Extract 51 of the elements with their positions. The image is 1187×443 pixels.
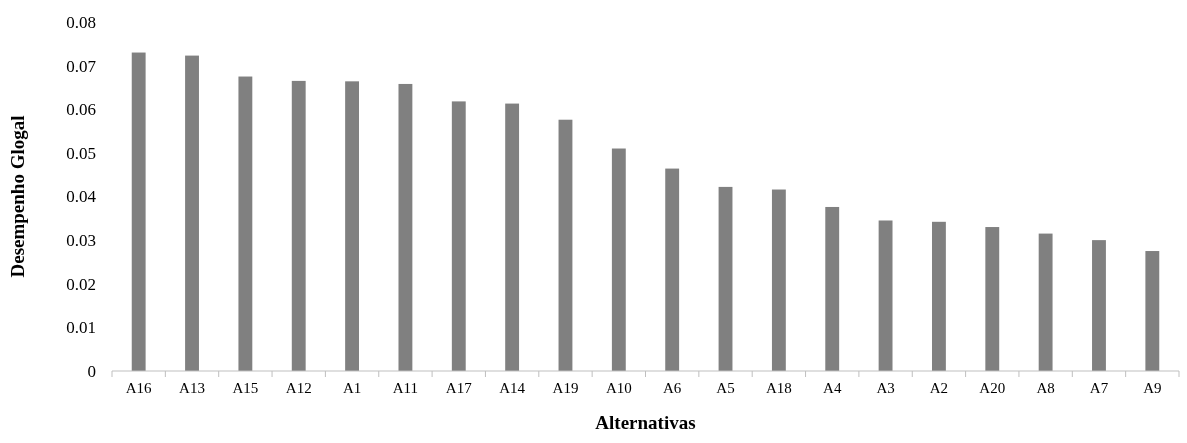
bar — [131, 52, 146, 371]
x-tick-label: A9 — [1143, 380, 1162, 396]
bar — [345, 81, 360, 371]
x-tick-label: A13 — [179, 380, 205, 396]
y-tick-label: 0.01 — [66, 318, 96, 338]
bar — [291, 80, 306, 371]
x-tick-label: A18 — [765, 380, 792, 396]
x-tick-label: A11 — [392, 380, 419, 396]
x-tick-label: A14 — [499, 380, 526, 396]
bar — [451, 101, 466, 371]
x-tick-label: A8 — [1036, 380, 1055, 396]
x-tick-label: A10 — [605, 380, 632, 396]
bar — [718, 186, 733, 371]
x-tick-label: A20 — [979, 380, 1006, 396]
bar — [825, 206, 840, 371]
x-tick-label: A7 — [1089, 380, 1109, 396]
y-tick-label: 0.04 — [66, 187, 97, 207]
bar — [771, 189, 786, 371]
x-tick-label: A17 — [445, 380, 473, 396]
x-tick-label: A4 — [823, 380, 842, 396]
bar — [878, 220, 893, 371]
y-tick-label: 0.06 — [66, 100, 96, 120]
x-tick-label: A19 — [552, 380, 579, 396]
bar — [1145, 251, 1160, 371]
x-tick-label: A15 — [232, 380, 259, 396]
y-tick-label: 0.08 — [66, 12, 96, 32]
x-tick-label: A6 — [663, 380, 682, 396]
y-tick-label: 0.02 — [66, 274, 96, 294]
y-tick-label: 0.03 — [66, 231, 96, 251]
bar — [665, 168, 680, 371]
bar — [185, 55, 199, 371]
bar — [985, 227, 1000, 371]
bar — [398, 83, 413, 371]
bar — [611, 148, 626, 371]
bar — [238, 76, 253, 371]
y-tick-label: 0 — [87, 361, 96, 381]
y-tick-label: 0.07 — [66, 56, 97, 76]
x-tick-label: A1 — [342, 380, 362, 396]
y-axis-title: Desempenho Glogal — [7, 115, 28, 278]
bar — [1092, 240, 1106, 371]
x-axis-title: Alternativas — [595, 412, 696, 433]
bar — [931, 221, 946, 371]
y-tick-label: 0.05 — [66, 143, 96, 163]
bar — [1038, 233, 1053, 371]
x-tick-label: A5 — [716, 380, 735, 396]
x-tick-label: A2 — [929, 380, 949, 396]
x-tick-label: A12 — [285, 380, 312, 396]
x-tick-label: A16 — [125, 380, 153, 396]
x-tick-label: A3 — [876, 380, 895, 396]
bar — [558, 119, 573, 371]
bar — [505, 103, 520, 371]
